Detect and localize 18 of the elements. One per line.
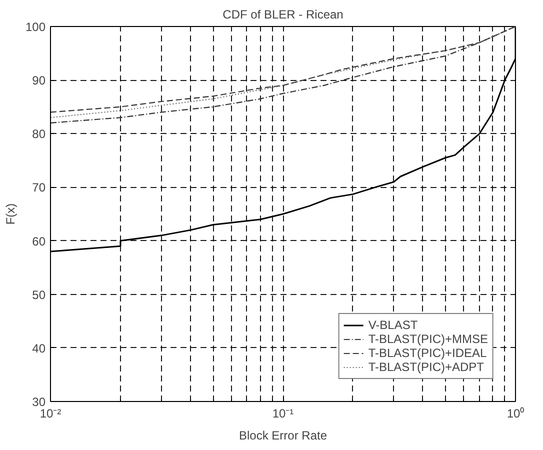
y-tick-label: 80 xyxy=(32,127,46,142)
legend-label: T-BLAST(PIC)+ADPT xyxy=(368,360,484,374)
legend-label: T-BLAST(PIC)+MMSE xyxy=(368,332,488,346)
y-tick-label: 40 xyxy=(32,341,46,356)
x-axis-title: Block Error Rate xyxy=(238,428,328,442)
y-axis-title: F(x) xyxy=(3,203,18,225)
legend-label: V-BLAST xyxy=(368,318,418,332)
y-tick-label: 60 xyxy=(32,234,46,248)
y-tick-label: 90 xyxy=(32,74,46,88)
y-tick-label: 70 xyxy=(32,180,46,195)
y-tick-label: 30 xyxy=(32,395,46,409)
x-tick-label: 10⁰ xyxy=(506,406,524,420)
x-tick-label: 10⁻² xyxy=(40,406,62,420)
x-tick-label: 10⁻¹ xyxy=(272,406,294,420)
chart-title: CDF of BLER - Ricean xyxy=(222,8,344,22)
y-tick-label: 100 xyxy=(25,20,46,34)
legend-label: T-BLAST(PIC)+IDEAL xyxy=(368,346,487,360)
y-tick-label: 50 xyxy=(32,288,46,302)
